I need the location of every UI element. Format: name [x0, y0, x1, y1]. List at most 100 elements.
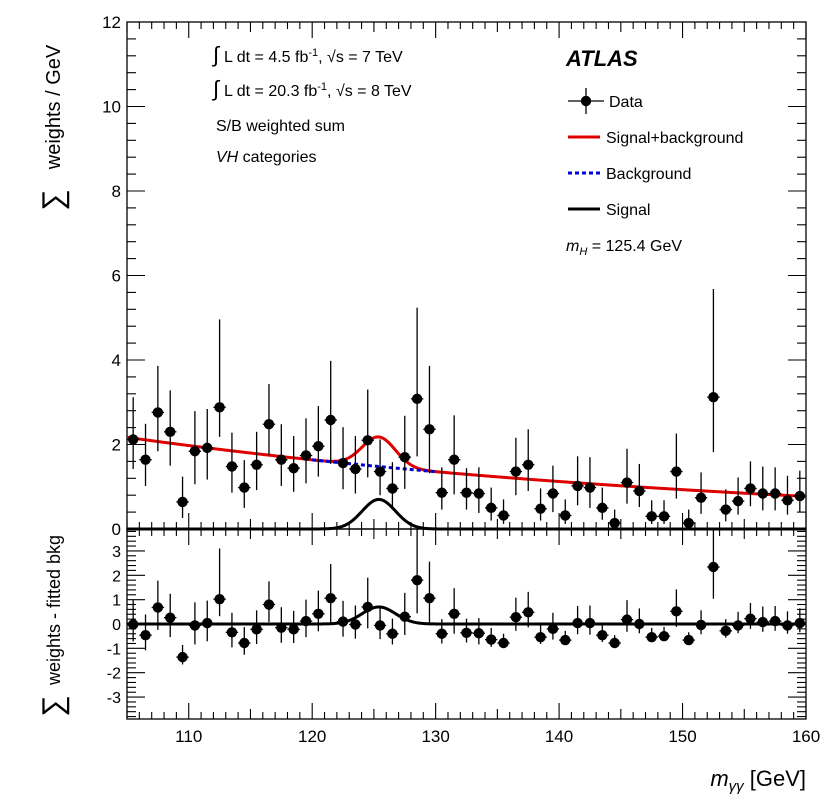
data-point — [313, 440, 324, 452]
data-point — [424, 424, 435, 435]
data-point — [671, 466, 682, 477]
residual-point — [572, 617, 583, 629]
data-point — [140, 454, 151, 465]
data-point — [794, 490, 806, 502]
residual-ylabel-text-group: weights - fitted bkg — [44, 535, 64, 686]
residual-point — [350, 619, 361, 630]
data-point — [436, 487, 448, 498]
residual-point — [251, 624, 262, 635]
lumi-7tev: L dt = 4.5 fb-1, √s = 7 TeV — [224, 47, 403, 66]
residual-point — [769, 615, 781, 627]
data-point — [547, 488, 559, 499]
residual-point — [720, 625, 731, 637]
data-point — [498, 510, 509, 521]
y-tick-label: 0 — [112, 520, 121, 539]
x-tick-label: 160 — [792, 727, 820, 746]
residual-ylabel-sum-group: ∑ — [37, 695, 70, 716]
data-point — [399, 451, 410, 463]
lumi-7tev-text: L dt = 4.5 fb — [224, 49, 308, 66]
higgs-mass-value: = 125.4 GeV — [587, 238, 682, 255]
atlas-label: ATLAS — [565, 46, 638, 71]
residual-point — [621, 614, 633, 625]
residual-point — [745, 613, 756, 624]
residual-point — [485, 634, 497, 645]
data-point — [621, 477, 633, 488]
sb-weighted-sum-label: S/B weighted sum — [216, 118, 345, 135]
lumi-8tev-text: L dt = 20.3 fb — [224, 83, 317, 100]
residual-point — [239, 637, 250, 649]
legend: Data Signal+background Background Signal — [568, 88, 743, 219]
residual-point — [498, 637, 509, 649]
residual-point — [695, 619, 707, 631]
residual-point — [288, 624, 299, 635]
data-point — [374, 466, 386, 477]
data-point — [387, 483, 398, 494]
category-label-rest: categories — [238, 149, 316, 166]
residual-point — [411, 574, 423, 586]
data-point — [658, 511, 670, 522]
data-point — [177, 496, 188, 508]
y-tick-label: 4 — [112, 351, 121, 370]
data-point — [597, 502, 608, 514]
lumi-8tev-sup: -1 — [317, 81, 327, 93]
residual-point — [189, 620, 201, 631]
data-point — [769, 488, 781, 499]
x-tick-label: 120 — [298, 727, 326, 746]
legend-bkg-label: Background — [606, 166, 691, 183]
residual-point — [300, 615, 312, 627]
legend-background: Background — [568, 166, 691, 183]
data-point — [584, 482, 596, 493]
residual-point — [510, 611, 522, 623]
residual-point — [646, 631, 657, 643]
residual-point — [560, 634, 571, 646]
data-point — [276, 454, 287, 465]
residual-data-points — [126, 529, 807, 665]
legend-data-marker — [580, 95, 592, 107]
x-axis-label-unit: [GeV] — [744, 766, 806, 791]
data-point — [708, 391, 719, 403]
residual-point — [782, 620, 793, 631]
data-point — [350, 463, 361, 475]
y-tick-label: 8 — [112, 182, 121, 201]
legend-sb-label: Signal+background — [606, 130, 743, 147]
lumi-8tev-rest: , √s = 8 TeV — [327, 83, 412, 100]
main-ylabel-sum: ∑ — [37, 189, 70, 210]
lumi-7tev-sup: -1 — [308, 47, 318, 59]
higgs-mass-sub: H — [579, 246, 587, 258]
residual-point — [448, 608, 460, 619]
data-point — [288, 462, 299, 474]
residual-point — [609, 637, 620, 649]
data-point — [226, 461, 238, 472]
legend-signal-label: Signal — [606, 202, 650, 219]
data-point — [152, 407, 164, 418]
residual-point — [374, 620, 386, 631]
residual-panel: 110 120 130 140 150 160 -3 -2 -1 0 1 2 3 ∑ weights -… — [37, 528, 820, 795]
data-point — [300, 450, 312, 461]
residual-point — [732, 620, 744, 631]
integral-sign-2: ∫ — [211, 76, 221, 101]
residual-point — [683, 634, 694, 646]
data-point — [411, 393, 423, 405]
data-point — [473, 488, 485, 499]
data-point — [448, 454, 460, 465]
y-tick-label: 3 — [112, 544, 121, 561]
lumi-8tev: L dt = 20.3 fb-1, √s = 8 TeV — [224, 81, 412, 100]
residual-point — [165, 612, 176, 623]
lumi-7tev-rest: , √s = 7 TeV — [318, 49, 403, 66]
y-tick-label: 1 — [112, 593, 121, 610]
y-tick-label: -1 — [107, 641, 121, 658]
data-point — [695, 492, 707, 503]
data-point — [572, 480, 583, 492]
data-point — [757, 488, 768, 499]
x-axis-label-sub: γγ — [729, 778, 746, 795]
y-tick-label: 10 — [102, 98, 121, 117]
residual-point — [671, 606, 682, 617]
residual-point — [523, 607, 534, 618]
residual-point — [584, 617, 596, 629]
residual-point — [658, 630, 670, 642]
residual-point — [362, 601, 373, 613]
data-point — [720, 504, 731, 515]
luminosity-annotations: ∫ L dt = 4.5 fb-1, √s = 7 TeV ∫ L dt = 2… — [211, 42, 412, 166]
residual-point — [127, 619, 139, 630]
